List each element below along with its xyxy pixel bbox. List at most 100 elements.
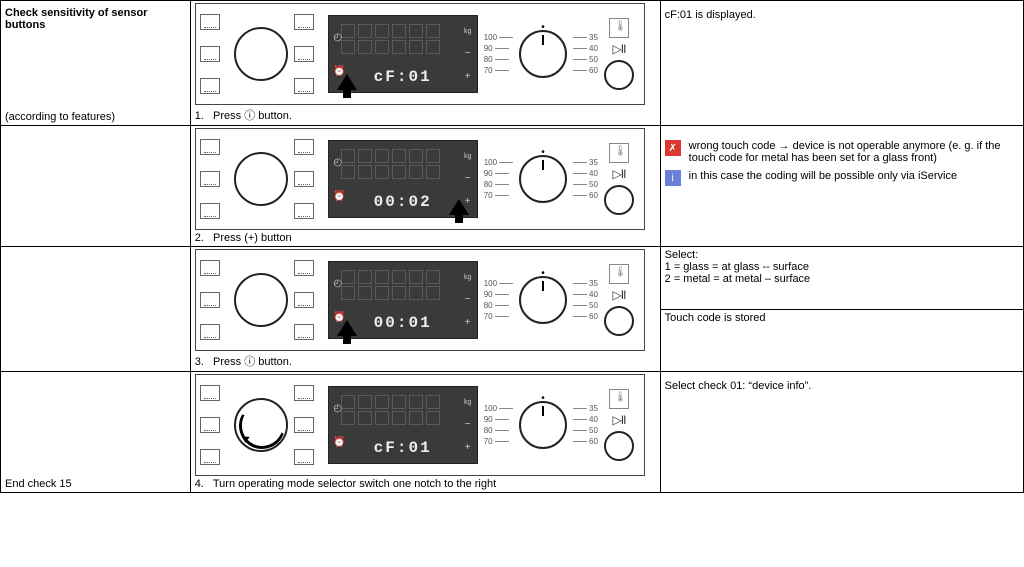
left-cell	[1, 247, 191, 372]
mode-icon	[294, 139, 314, 155]
mode-icon	[294, 203, 314, 219]
temperature-knob	[519, 155, 567, 203]
temperature-scale: 35405060	[573, 404, 598, 446]
mode-icon	[200, 417, 220, 433]
kg-icon: kg	[463, 152, 472, 161]
minus-icon	[463, 174, 472, 183]
mode-icon	[294, 385, 314, 401]
step-number: 2.	[195, 232, 204, 244]
blue-note-icon: i	[665, 170, 681, 186]
minus-icon	[463, 49, 472, 58]
temperature-scale: 35405060	[573, 279, 598, 321]
start-button	[604, 185, 634, 215]
mode-selector-knob	[234, 398, 288, 452]
mode-icon	[200, 171, 220, 187]
section-subtitle: (according to features)	[5, 109, 115, 123]
display-text: 00:01	[374, 314, 432, 332]
mode-selector-knob	[234, 273, 288, 327]
info-line: cF:01 is displayed.	[665, 9, 1019, 21]
mode-icon	[294, 292, 314, 308]
control-panel-figure: ⏰ cF:01 kg 100908070 •	[195, 3, 645, 105]
display-screen: ⏰ 00:02 kg	[328, 140, 478, 218]
minus-icon	[463, 295, 472, 304]
info-line: Select check 01: “device info”.	[665, 380, 1019, 392]
thermometer-icon	[609, 18, 629, 38]
mode-selector-knob	[234, 27, 288, 81]
step-text: Turn operating mode selector switch one …	[213, 478, 496, 490]
section-subtitle: End check 15	[5, 476, 72, 490]
figure-cell: ⏰ 00:01 kg 100908070 •	[190, 247, 660, 372]
step-number: 3.	[195, 356, 204, 368]
alarm-icon: ⏰	[333, 192, 342, 201]
display-text: cF:01	[374, 68, 432, 86]
mode-icon	[200, 78, 220, 94]
play-pause-icon: ▷II	[613, 167, 626, 181]
step-number: 1.	[195, 110, 204, 122]
procedure-table: Check sensitivity of sensor buttons (acco…	[0, 0, 1024, 493]
description-cell: Select:1 = glass = at glass -- surface2 …	[660, 247, 1023, 372]
mode-icon	[294, 260, 314, 276]
note-text: wrong touch code → device is not operabl…	[689, 140, 1019, 164]
step-number: 4.	[195, 478, 204, 490]
left-cell: End check 15	[1, 372, 191, 493]
info-block: Select:1 = glass = at glass -- surface2 …	[665, 249, 1019, 309]
control-panel-figure: ⏰ 00:02 kg 100908070 •	[195, 128, 645, 230]
figure-cell: ⏰ cF:01 kg 100908070 •	[190, 372, 660, 493]
start-button	[604, 431, 634, 461]
plus-icon	[463, 318, 472, 327]
mode-icon	[294, 14, 314, 30]
mode-icon	[294, 171, 314, 187]
figure-cell: ⏰ cF:01 kg 100908070 •	[190, 1, 660, 126]
step-caption: 4. Turn operating mode selector switch o…	[195, 478, 656, 490]
mode-icon	[294, 324, 314, 340]
mode-icon	[200, 385, 220, 401]
temperature-scale: 35405060	[573, 158, 598, 200]
mode-icon	[200, 46, 220, 62]
mode-icon	[200, 292, 220, 308]
display-text: cF:01	[374, 439, 432, 457]
note-row: i in this case the coding will be possib…	[665, 170, 1019, 186]
temperature-scale: 100908070	[484, 279, 513, 321]
mode-icon	[294, 78, 314, 94]
step-text: Press (+) button	[213, 232, 292, 244]
description-cell: cF:01 is displayed.	[660, 1, 1023, 126]
temperature-scale: 35405060	[573, 33, 598, 75]
note-text: in this case the coding will be possible…	[689, 170, 957, 182]
info-line: 1 = glass = at glass -- surface	[665, 261, 1019, 273]
play-pause-icon: ▷II	[613, 413, 626, 427]
temperature-scale: 100908070	[484, 404, 513, 446]
info-line: Touch code is stored	[661, 309, 1023, 326]
red-note-icon: ✗	[665, 140, 681, 156]
control-panel-figure: ⏰ 00:01 kg 100908070 •	[195, 249, 645, 351]
info-line: 2 = metal = at metal – surface	[665, 273, 1019, 285]
mode-icon	[294, 46, 314, 62]
description-cell: ✗ wrong touch code → device is not opera…	[660, 126, 1023, 247]
mode-icon	[200, 14, 220, 30]
step-text: Press ⓘ button.	[213, 356, 292, 368]
step-caption: 1. Press ⓘ button.	[195, 107, 656, 123]
plus-icon	[463, 443, 472, 452]
temperature-knob	[519, 276, 567, 324]
mode-icon	[294, 449, 314, 465]
display-screen: ⏰ cF:01 kg	[328, 386, 478, 464]
left-cell: Check sensitivity of sensor buttons (acco…	[1, 1, 191, 126]
display-screen: ⏰ cF:01 kg	[328, 15, 478, 93]
temperature-scale: 100908070	[484, 33, 513, 75]
play-pause-icon: ▷II	[613, 288, 626, 302]
start-button	[604, 60, 634, 90]
mode-icon	[200, 139, 220, 155]
display-screen: ⏰ 00:01 kg	[328, 261, 478, 339]
kg-icon: kg	[463, 398, 472, 407]
mode-icon	[294, 417, 314, 433]
section-title: Check sensitivity of sensor buttons	[5, 3, 186, 31]
kg-icon: kg	[463, 273, 472, 282]
thermometer-icon	[609, 264, 629, 284]
temperature-knob	[519, 30, 567, 78]
thermometer-icon	[609, 143, 629, 163]
mode-icon	[200, 260, 220, 276]
figure-cell: ⏰ 00:02 kg 100908070 •	[190, 126, 660, 247]
description-cell: Select check 01: “device info”.	[660, 372, 1023, 493]
mode-selector-knob	[234, 152, 288, 206]
temperature-scale: 100908070	[484, 158, 513, 200]
control-panel-figure: ⏰ cF:01 kg 100908070 •	[195, 374, 645, 476]
